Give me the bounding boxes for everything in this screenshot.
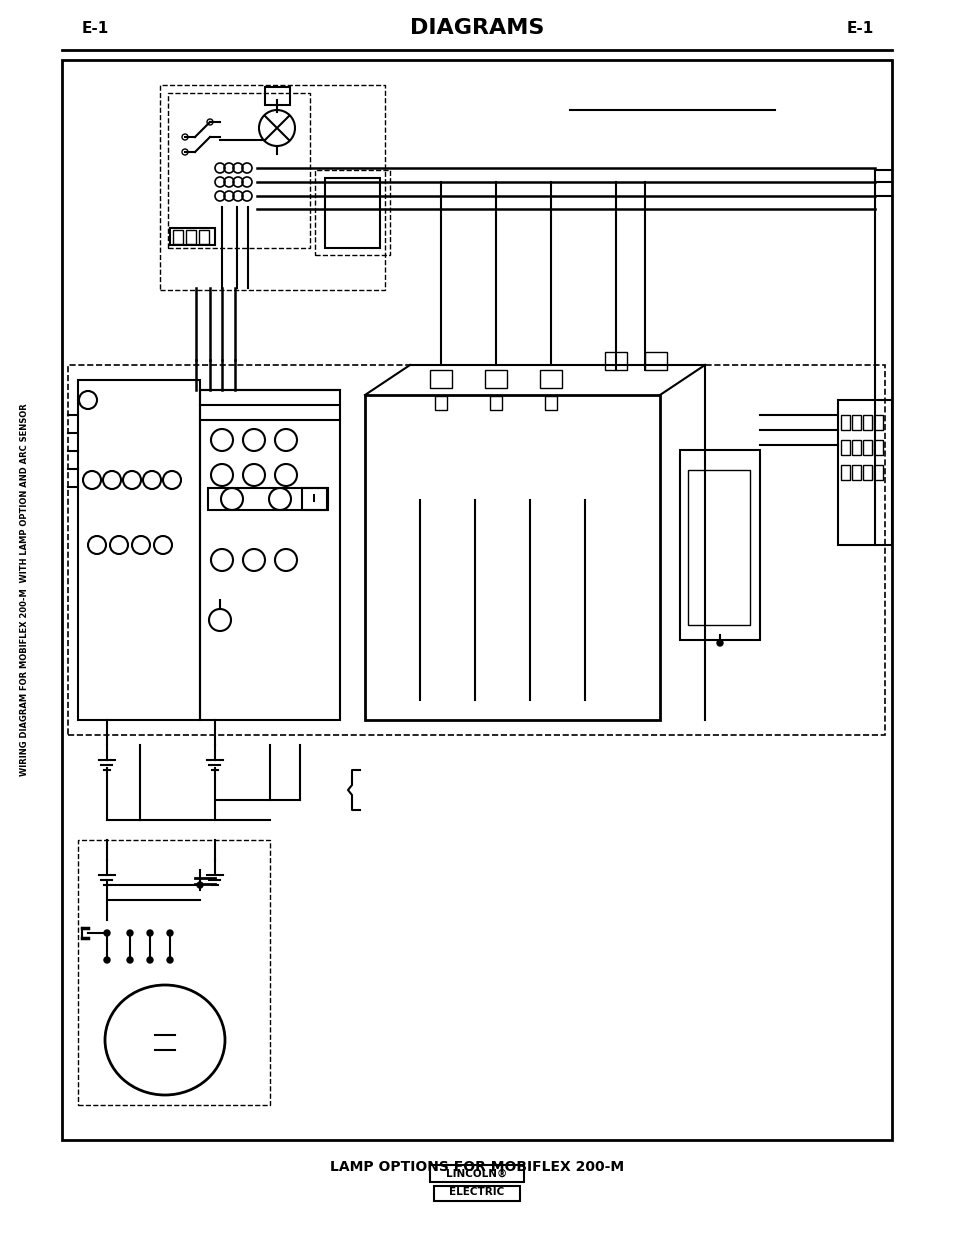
Bar	[862, 440, 871, 454]
Bar	[302, 488, 327, 510]
Bar	[841, 466, 849, 480]
Bar	[841, 440, 849, 454]
Text: E-1: E-1	[81, 21, 109, 36]
Bar	[687, 471, 749, 625]
Text: LAMP OPTIONS FOR MOBIFLEX 200-M: LAMP OPTIONS FOR MOBIFLEX 200-M	[330, 1160, 623, 1174]
Bar	[435, 396, 447, 410]
Bar	[873, 440, 882, 454]
Circle shape	[167, 957, 172, 963]
Circle shape	[127, 957, 132, 963]
Bar	[265, 86, 290, 105]
Bar	[430, 1165, 523, 1182]
Bar	[68, 366, 884, 735]
Bar	[78, 840, 270, 1105]
Bar	[679, 450, 760, 640]
Bar	[78, 380, 200, 720]
Bar	[365, 395, 659, 720]
Bar	[434, 1186, 519, 1200]
Bar	[314, 170, 390, 254]
Bar	[644, 352, 666, 370]
Bar	[873, 466, 882, 480]
Text: ELECTRIC: ELECTRIC	[449, 1187, 504, 1197]
Circle shape	[147, 957, 152, 963]
Text: WIRING DIAGRAM FOR MOBIFLEX 200-M  WITH LAMP OPTION AND ARC SENSOR: WIRING DIAGRAM FOR MOBIFLEX 200-M WITH L…	[20, 404, 30, 777]
Circle shape	[147, 930, 152, 936]
Text: I: I	[312, 494, 315, 504]
Bar	[168, 93, 310, 248]
Bar	[841, 415, 849, 430]
Text: E-1: E-1	[845, 21, 873, 36]
Bar	[199, 230, 209, 245]
Bar	[186, 230, 195, 245]
Bar	[325, 178, 379, 248]
Bar	[862, 415, 871, 430]
Bar	[851, 440, 861, 454]
Bar	[544, 396, 557, 410]
Bar	[539, 370, 561, 388]
Circle shape	[167, 930, 172, 936]
Circle shape	[104, 957, 110, 963]
Bar	[200, 390, 339, 720]
Bar	[851, 466, 861, 480]
Bar	[484, 370, 506, 388]
Bar	[862, 466, 871, 480]
Bar	[873, 415, 882, 430]
Circle shape	[196, 882, 203, 888]
Bar	[430, 370, 452, 388]
Bar	[170, 228, 214, 245]
Circle shape	[104, 930, 110, 936]
Circle shape	[717, 640, 722, 646]
Bar	[604, 352, 626, 370]
Bar	[851, 415, 861, 430]
Bar	[172, 230, 183, 245]
Text: DIAGRAMS: DIAGRAMS	[410, 19, 543, 38]
Text: LINCOLN®: LINCOLN®	[446, 1170, 507, 1179]
Bar	[160, 85, 385, 290]
Bar	[62, 61, 891, 1140]
Circle shape	[127, 930, 132, 936]
Bar	[490, 396, 501, 410]
Bar	[837, 400, 891, 545]
Bar	[208, 488, 328, 510]
